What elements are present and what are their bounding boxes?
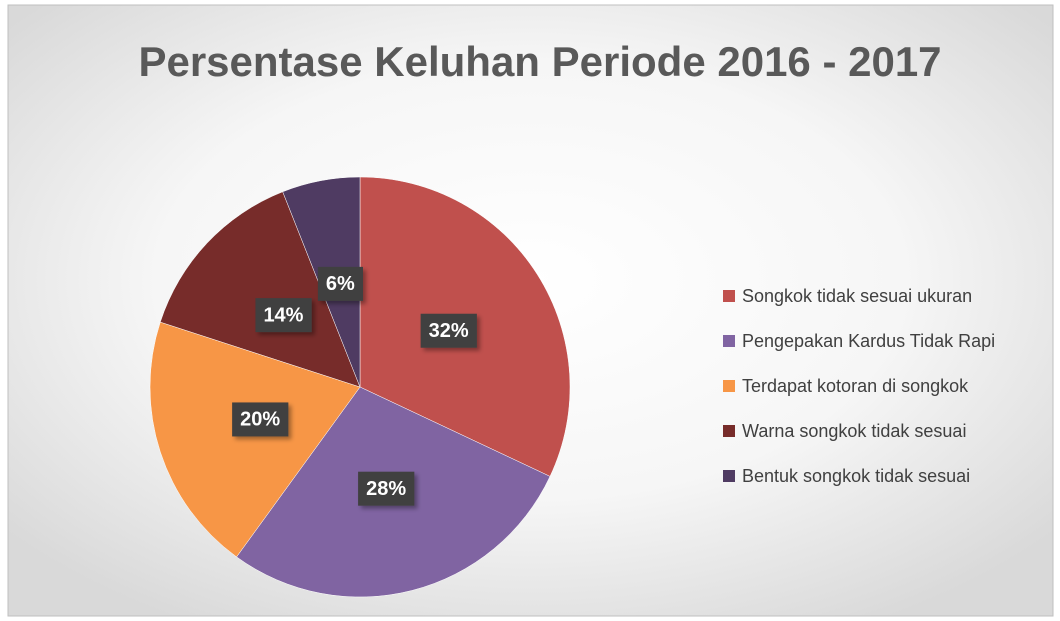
legend: Songkok tidak sesuai ukuran Pengepakan Ka… bbox=[723, 286, 995, 486]
data-label-box bbox=[232, 402, 289, 437]
data-label: 20% bbox=[232, 402, 289, 437]
data-label-text: 6% bbox=[326, 273, 355, 295]
legend-label: Bentuk songkok tidak sesuai bbox=[742, 466, 970, 486]
data-label: 28% bbox=[358, 471, 415, 506]
data-label-text: 14% bbox=[263, 304, 303, 326]
legend-swatch bbox=[723, 335, 735, 347]
legend-label: Songkok tidak sesuai ukuran bbox=[742, 286, 972, 306]
legend-label: Terdapat kotoran di songkok bbox=[742, 376, 969, 396]
legend-label: Warna songkok tidak sesuai bbox=[742, 421, 966, 441]
pie-slice bbox=[159, 191, 361, 388]
data-label-text: 20% bbox=[240, 409, 280, 431]
data-label: 6% bbox=[317, 266, 363, 301]
data-label-box bbox=[317, 266, 363, 301]
legend-swatch bbox=[723, 380, 735, 392]
data-label-box bbox=[358, 471, 415, 506]
legend-label: Pengepakan Kardus Tidak Rapi bbox=[742, 331, 995, 351]
data-label-text: 32% bbox=[429, 320, 469, 342]
legend-swatch bbox=[723, 290, 735, 302]
data-label-box bbox=[255, 298, 312, 333]
data-label-text: 28% bbox=[366, 478, 406, 500]
data-label: 32% bbox=[420, 313, 477, 348]
chart-title: Persentase Keluhan Periode 2016 - 2017 bbox=[138, 38, 941, 85]
legend-swatch bbox=[723, 425, 735, 437]
data-labels: 32% 28% 20% 14% 6% bbox=[232, 266, 477, 506]
pie bbox=[149, 176, 571, 598]
data-label: 14% bbox=[255, 298, 312, 333]
data-label-box bbox=[420, 313, 477, 348]
legend-swatch bbox=[723, 470, 735, 482]
pie-slice bbox=[149, 321, 361, 558]
